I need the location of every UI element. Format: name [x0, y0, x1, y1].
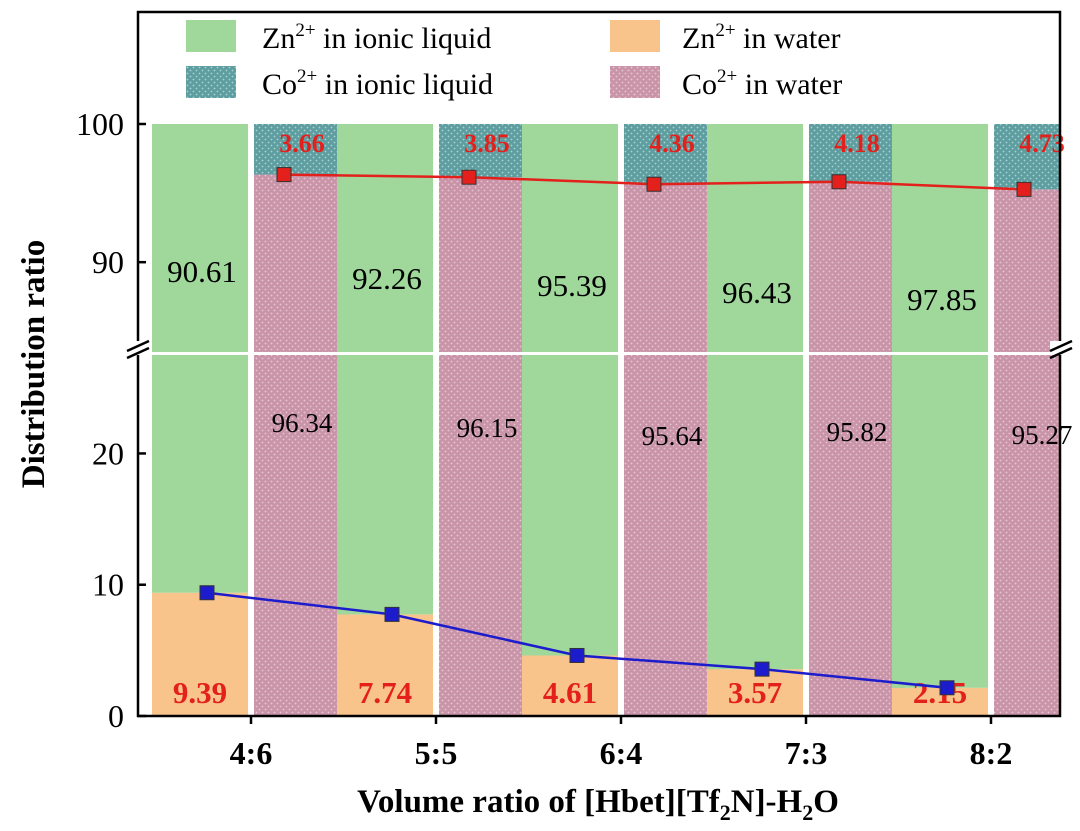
bar-zn-ionic-liquid-upper-3 — [522, 124, 618, 352]
bar-co-water-upper-5 — [994, 189, 1060, 352]
bar-co-water-upper-1 — [254, 174, 350, 352]
bar-co-ionic-liquid-4 — [809, 124, 905, 182]
legend-swatch-zn-water — [610, 20, 660, 52]
x-tick-label-3: 6:4 — [600, 735, 643, 771]
trend-marker-co-water-5 — [1016, 181, 1032, 197]
bar-co-water-upper-4 — [809, 181, 905, 352]
trend-marker-zn-water-5 — [939, 680, 955, 696]
label-co-water-2: 96.15 — [457, 413, 518, 443]
axis-break-left — [126, 339, 150, 360]
bar-co-water-lower-2 — [439, 355, 535, 716]
y-tick-label-3: 20 — [92, 435, 124, 471]
y-tick-label-4: 90 — [92, 244, 124, 280]
bar-co-ionic-liquid-3 — [624, 124, 720, 185]
label-zn-water-1: 9.39 — [173, 675, 227, 710]
x-tick-label-5: 8:2 — [970, 735, 1013, 771]
label-co-water-3: 95.64 — [642, 421, 703, 451]
y-tick-label-2: 10 — [92, 567, 124, 603]
legend-swatch-zn-ionic-liquid — [186, 20, 236, 52]
bar-zn-water-2 — [337, 614, 433, 716]
label-co-water-5: 95.27 — [1012, 420, 1073, 450]
bar-zn-ionic-liquid-lower-4 — [707, 355, 803, 670]
label-zn-water-3: 4.61 — [543, 675, 597, 710]
label-co-ionic-liquid-2: 3.85 — [464, 129, 510, 158]
bar-co-water-lower-3 — [624, 355, 720, 716]
trend-marker-zn-water-3 — [569, 647, 585, 663]
x-tick-label-1: 4:6 — [230, 735, 273, 771]
trend-marker-co-water-4 — [831, 174, 847, 190]
legend-label-zn-water: Zn2+ in water — [682, 20, 841, 55]
y-tick-label-5: 100 — [76, 106, 124, 142]
bar-zn-ionic-liquid-lower-3 — [522, 355, 618, 656]
label-co-ionic-liquid-3: 4.36 — [649, 129, 695, 158]
label-zn-ionic-liquid-3: 95.39 — [537, 268, 607, 303]
trend-marker-co-water-3 — [646, 176, 662, 192]
bar-zn-ionic-liquid-lower-2 — [337, 355, 433, 615]
bar-co-water-upper-2 — [439, 177, 535, 352]
bar-zn-ionic-liquid-upper-1 — [152, 124, 248, 352]
label-co-water-4: 95.82 — [827, 417, 888, 447]
bar-co-water-upper-3 — [624, 184, 720, 352]
bar-zn-water-1 — [152, 592, 248, 716]
label-co-ionic-liquid-4: 4.18 — [834, 129, 880, 158]
bar-zn-water-4 — [707, 669, 803, 716]
label-zn-water-4: 3.57 — [728, 675, 782, 710]
bar-zn-water-3 — [522, 655, 618, 716]
bar-co-water-lower-1 — [254, 355, 350, 716]
bar-zn-ionic-liquid-lower-5 — [892, 355, 988, 688]
trend-marker-co-water-2 — [461, 169, 477, 185]
bar-co-water-lower-5 — [994, 355, 1060, 716]
bar-co-ionic-liquid-2 — [439, 124, 535, 178]
trend-marker-zn-water-1 — [199, 585, 215, 601]
y-tick-label-1: 0 — [108, 698, 124, 734]
bar-zn-ionic-liquid-upper-5 — [892, 124, 988, 352]
legend: Zn2+ in ionic liquid Zn2+ in water Co2+ … — [186, 20, 842, 101]
legend-label-zn-ionic-liquid: Zn2+ in ionic liquid — [262, 20, 491, 55]
bar-zn-ionic-liquid-upper-4 — [707, 124, 803, 352]
label-zn-ionic-liquid-1: 90.61 — [167, 254, 237, 289]
legend-label-co-water: Co2+ in water — [682, 66, 842, 101]
axis-break-right — [1049, 339, 1073, 360]
y-axis-title: Distribution ratio — [16, 240, 52, 488]
bar-co-ionic-liquid-5 — [994, 124, 1060, 190]
x-tick-label-4: 7:3 — [785, 735, 828, 771]
plot-frame — [136, 10, 1062, 718]
label-co-ionic-liquid-1: 3.66 — [279, 129, 325, 158]
label-zn-ionic-liquid-5: 97.85 — [907, 282, 977, 317]
trend-marker-co-water-1 — [276, 167, 292, 183]
legend-swatch-co-ionic-liquid — [186, 66, 236, 98]
label-zn-ionic-liquid-4: 96.43 — [722, 275, 792, 310]
bar-co-water-lower-4 — [809, 355, 905, 716]
trend-marker-zn-water-2 — [384, 606, 400, 622]
bar-zn-ionic-liquid-lower-1 — [152, 355, 248, 593]
bar-co-ionic-liquid-1 — [254, 124, 350, 175]
label-zn-ionic-liquid-2: 92.26 — [352, 261, 422, 296]
legend-swatch-co-water — [610, 66, 660, 98]
x-axis-title: Volume ratio of [Hbet][Tf2N]-H2O — [357, 784, 839, 825]
label-co-water-1: 96.34 — [272, 408, 333, 438]
label-zn-water-2: 7.74 — [358, 675, 412, 710]
x-tick-label-2: 5:5 — [415, 735, 458, 771]
trend-marker-zn-water-4 — [754, 661, 770, 677]
bar-zn-ionic-liquid-upper-2 — [337, 124, 433, 352]
legend-label-co-ionic-liquid: Co2+ in ionic liquid — [262, 66, 493, 101]
label-co-ionic-liquid-5: 4.73 — [1019, 129, 1065, 158]
